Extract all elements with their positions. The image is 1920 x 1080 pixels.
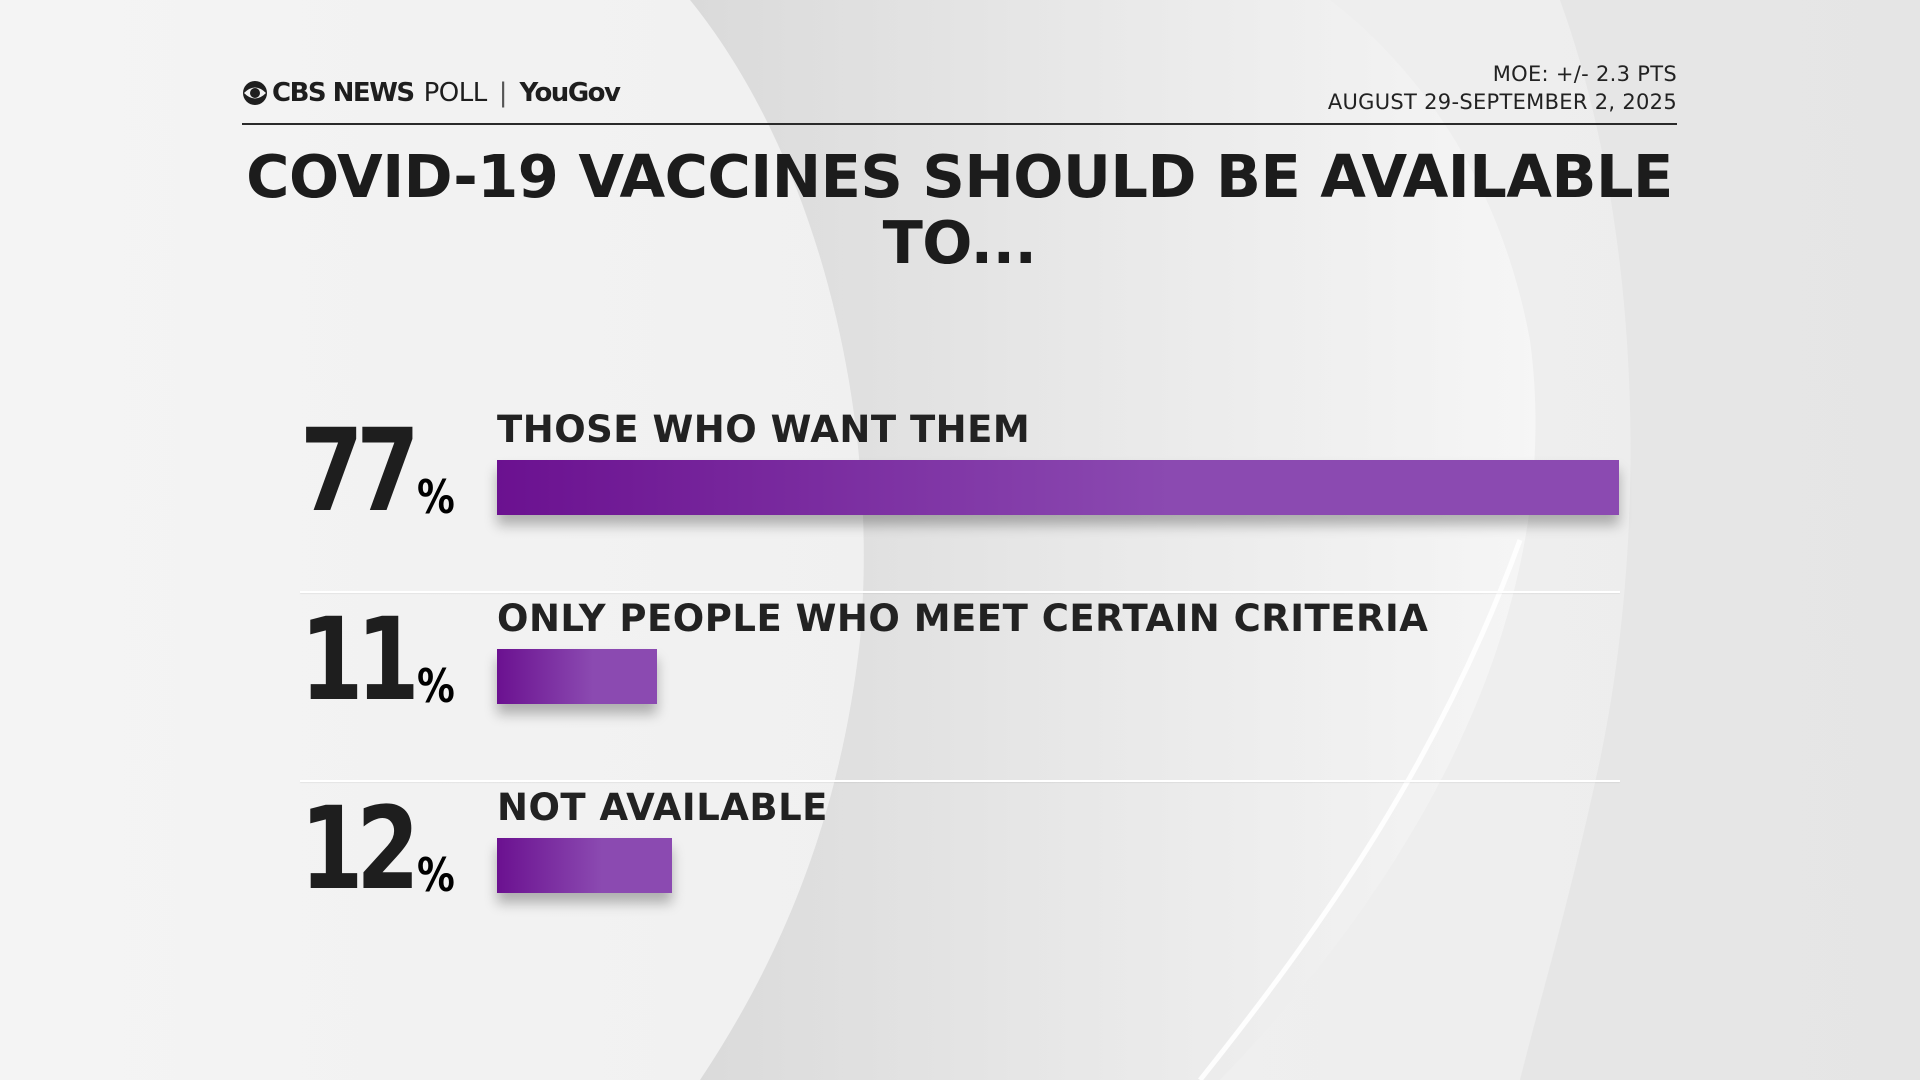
value-unit: % bbox=[416, 848, 455, 902]
data-label: 12 bbox=[300, 792, 441, 906]
bar bbox=[497, 460, 1619, 515]
category-label: THOSE WHO WANT THEM bbox=[497, 408, 1031, 451]
chart-row: 12% NOT AVAILABLE bbox=[300, 786, 1620, 966]
row-divider bbox=[300, 591, 1620, 593]
category-label: ONLY PEOPLE WHO MEET CERTAIN CRITERIA bbox=[497, 597, 1429, 640]
value-unit: % bbox=[416, 659, 455, 713]
category-label: NOT AVAILABLE bbox=[497, 786, 828, 829]
header: CBS NEWS POLL | YouGov MOE: +/- 2.3 PTS … bbox=[242, 60, 1677, 125]
logo: CBS NEWS POLL | YouGov bbox=[242, 78, 621, 108]
moe-text: MOE: +/- 2.3 PTS bbox=[1492, 62, 1677, 86]
brand-cbs-news: CBS NEWS bbox=[272, 78, 415, 108]
chart-row: 11% ONLY PEOPLE WHO MEET CERTAIN CRITERIA bbox=[300, 597, 1620, 782]
header-divider bbox=[242, 123, 1677, 125]
row-divider bbox=[300, 780, 1620, 782]
poll-dates: AUGUST 29-SEPTEMBER 2, 2025 bbox=[1327, 90, 1677, 114]
bar bbox=[497, 649, 657, 704]
data-label: 77 bbox=[300, 414, 441, 528]
poll-meta: MOE: +/- 2.3 PTS AUGUST 29-SEPTEMBER 2, … bbox=[1328, 60, 1677, 116]
brand-yougov: YouGov bbox=[519, 78, 621, 108]
chart-row: 77% THOSE WHO WANT THEM bbox=[300, 408, 1620, 593]
data-label: 11 bbox=[300, 603, 441, 717]
brand-separator: | bbox=[498, 78, 508, 108]
brand-poll: POLL bbox=[423, 78, 488, 108]
value-number: 77 bbox=[300, 404, 420, 537]
bar bbox=[497, 838, 672, 893]
value-number: 12 bbox=[300, 782, 420, 915]
value-unit: % bbox=[416, 470, 455, 524]
chart-title: COVID-19 VACCINES SHOULD BE AVAILABLE TO… bbox=[246, 142, 1673, 277]
value-number: 11 bbox=[300, 593, 420, 726]
cbs-eye-icon bbox=[243, 81, 267, 105]
